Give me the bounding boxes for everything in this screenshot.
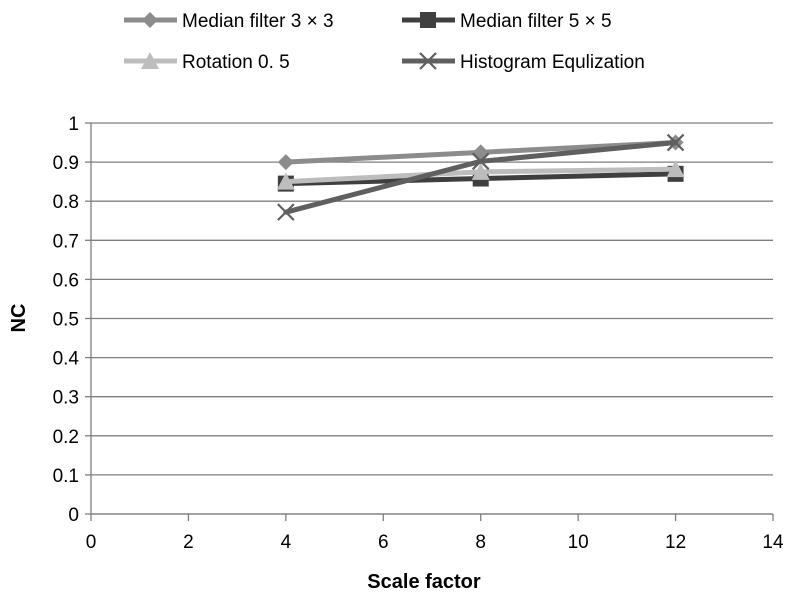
- legend-item-2: Median filter 5 × 5: [402, 11, 612, 32]
- data-point-x-stroke: [277, 203, 295, 221]
- series-4: [277, 133, 685, 221]
- legend-item-4: Histogram Equlization: [402, 52, 645, 73]
- data-point-triangle: [276, 172, 295, 190]
- y-tick-label: 0.3: [53, 388, 79, 409]
- x-axis-title: Scale factor: [367, 571, 481, 593]
- y-tick-label: 0.4: [53, 349, 80, 370]
- y-axis-title: NC: [8, 304, 30, 333]
- legend-label: Rotation 0. 5: [182, 52, 290, 73]
- y-tick-label: 0.1: [53, 466, 79, 487]
- y-tick-label: 0.8: [53, 192, 79, 213]
- series-group: [276, 133, 685, 221]
- x-tick-label: 0: [86, 532, 97, 553]
- data-point-triangle: [666, 160, 685, 178]
- legend-item-1: Median filter 3 × 3: [124, 11, 334, 32]
- data-point-diamond: [277, 154, 294, 171]
- axes: 00.10.20.30.40.50.60.70.80.910 2 4 6 8 10 12 14: [53, 114, 784, 553]
- legend-label: Histogram Equlization: [460, 52, 645, 73]
- y-tick-label: 1: [68, 114, 79, 135]
- series-3: [276, 160, 685, 190]
- data-point-x-stroke: [666, 133, 685, 152]
- legend-label: Median filter 5 × 5: [460, 11, 612, 32]
- legend-label: Median filter 3 × 3: [182, 11, 334, 32]
- y-tick-label: 0.7: [53, 231, 79, 252]
- data-point-x: [277, 203, 295, 221]
- data-point-diamond: [472, 144, 489, 161]
- legend-marker-x-stroke: [419, 52, 437, 70]
- y-tick-label: 0.9: [53, 153, 79, 174]
- legend-item-3: Rotation 0. 5: [124, 52, 290, 73]
- x-tick-label: 14: [762, 532, 784, 553]
- y-tick-label: 0.5: [53, 310, 79, 331]
- x-tick-label: 10: [568, 532, 589, 553]
- x-tick-label: 12: [665, 532, 686, 553]
- data-point-x: [666, 133, 685, 152]
- x-tick-label: 6: [378, 532, 389, 553]
- legend-marker-diamond: [142, 12, 158, 28]
- y-tick-label: 0.2: [53, 427, 79, 448]
- legend-marker-triangle: [141, 52, 159, 69]
- legend-marker-square: [420, 12, 436, 28]
- data-point-triangle: [471, 162, 490, 180]
- x-tick-label: 8: [475, 532, 486, 553]
- y-tick-label: 0: [68, 505, 79, 526]
- data-point-x: [471, 152, 490, 171]
- x-tick-label: 2: [183, 532, 194, 553]
- x-tick-label: 4: [281, 532, 292, 553]
- data-point-x-stroke: [471, 152, 490, 171]
- legend-marker-x: [419, 52, 437, 70]
- legend: Median filter 3 × 3 Median filter 5 × 5 Ro…: [124, 11, 645, 73]
- y-tick-label: 0.6: [53, 270, 79, 291]
- gridlines: [91, 122, 773, 515]
